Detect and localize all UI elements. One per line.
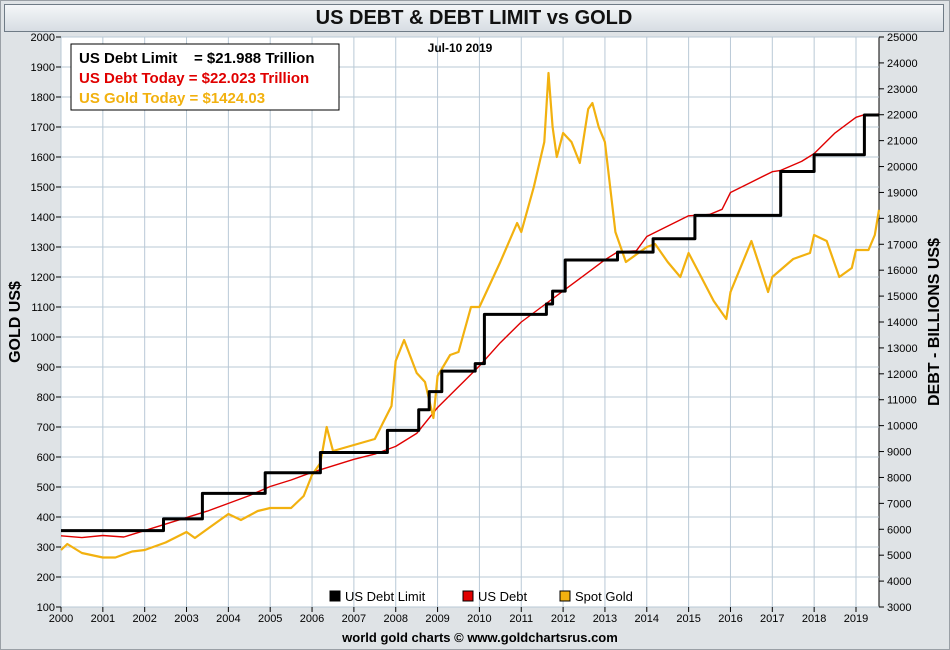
info-debt-today: US Debt Today = $22.023 Trillion [79, 70, 309, 87]
x-tick-label: 2014 [635, 613, 659, 625]
x-tick-label: 2004 [216, 613, 240, 625]
x-tick-label: 2000 [49, 613, 73, 625]
y-left-tick-label: 500 [37, 482, 55, 494]
y-left-tick-label: 1900 [31, 62, 55, 74]
plot-area [60, 36, 880, 608]
x-tick-label: 2018 [802, 613, 826, 625]
x-tick-label: 2017 [760, 613, 784, 625]
legend: US Debt Limit US Debt Spot Gold [329, 589, 633, 604]
y-left-tick-label: 1100 [31, 302, 55, 314]
y-right-tick-label: 8000 [887, 472, 911, 484]
x-tick-label: 2010 [467, 613, 491, 625]
legend-swatch-debt-limit [329, 590, 341, 602]
date-label: Jul-10 2019 [428, 41, 493, 55]
y-right-tick-label: 17000 [887, 239, 918, 251]
y-right-tick-label: 19000 [887, 187, 918, 199]
y-left-tick-label: 1700 [31, 122, 55, 134]
y-left-tick-label: 1800 [31, 92, 55, 104]
y-right-tick-label: 21000 [887, 136, 918, 148]
info-debt-limit: US Debt Limit = $21.988 Trillion [79, 50, 315, 67]
y-left-tick-label: 100 [37, 602, 55, 614]
y-left-tick-label: 1600 [31, 152, 55, 164]
y-right-tick-label: 7000 [887, 498, 911, 510]
x-tick-label: 2011 [509, 613, 533, 625]
y-axis-right: 3000 4000 5000 6000 7000 8000 9000 10000 11000 12… [879, 32, 918, 614]
y-right-tick-label: 12000 [887, 369, 918, 381]
y-right-tick-label: 20000 [887, 162, 918, 174]
footer-credit: world gold charts © www.goldchartsrus.co… [341, 630, 618, 645]
grid-layer [60, 36, 879, 608]
y-right-tick-label: 23000 [887, 84, 918, 96]
x-tick-label: 2019 [844, 613, 868, 625]
y-left-tick-label: 1000 [31, 332, 55, 344]
x-axis: 2000 2001 2002 2003 2004 2005 2006 2007 2008 2009… [49, 607, 868, 625]
y-right-tick-label: 24000 [887, 58, 918, 70]
x-tick-label: 2005 [258, 613, 282, 625]
legend-swatch-gold [559, 590, 571, 602]
y-right-tick-label: 11000 [887, 395, 917, 407]
x-tick-label: 2003 [174, 613, 198, 625]
x-tick-label: 2013 [593, 613, 617, 625]
y-axis-left: 100 200 300 400 500 600 700 800 900 1000 1100 1200 1… [31, 32, 61, 614]
x-tick-label: 2009 [425, 613, 449, 625]
y-left-tick-label: 1500 [31, 182, 55, 194]
y-right-tick-label: 6000 [887, 524, 911, 536]
y-left-tick-label: 1300 [31, 242, 55, 254]
legend-swatch-debt [462, 590, 474, 602]
y-left-tick-label: 300 [37, 542, 55, 554]
info-box-frame [70, 43, 340, 111]
y-right-tick-label: 13000 [887, 343, 918, 355]
x-tick-label: 2016 [718, 613, 742, 625]
info-box: US Debt Limit = $21.988 Trillion US Debt… [70, 43, 340, 111]
y-left-tick-label: 200 [37, 572, 55, 584]
series-debt-limit [61, 113, 879, 533]
x-tick-label: 2002 [132, 613, 156, 625]
y-axis-left-title: GOLD US$ [7, 281, 24, 363]
y-right-tick-label: 3000 [887, 602, 911, 614]
y-right-tick-label: 16000 [887, 265, 918, 277]
y-right-tick-label: 15000 [887, 291, 918, 303]
series-layer [60, 71, 881, 559]
series-spot-gold [60, 71, 881, 559]
y-left-tick-label: 600 [37, 452, 55, 464]
y-right-tick-label: 4000 [887, 576, 911, 588]
y-left-tick-label: 1400 [31, 212, 55, 224]
y-left-tick-label: 2000 [31, 32, 55, 44]
series-us-debt [60, 113, 880, 539]
x-tick-label: 2015 [676, 613, 700, 625]
y-left-tick-label: 1200 [31, 272, 55, 284]
y-right-tick-label: 22000 [887, 110, 918, 122]
x-tick-label: 2001 [91, 613, 115, 625]
y-left-tick-label: 800 [37, 392, 55, 404]
x-tick-label: 2008 [383, 613, 407, 625]
legend-label-debt: US Debt [478, 589, 528, 604]
y-left-tick-label: 400 [37, 512, 55, 524]
info-gold-today: US Gold Today = $1424.03 [79, 90, 265, 107]
x-tick-label: 2012 [551, 613, 575, 625]
y-left-tick-label: 700 [37, 422, 55, 434]
chart-title: US DEBT & DEBT LIMIT vs GOLD [4, 4, 944, 32]
y-left-tick-label: 900 [37, 362, 55, 374]
legend-label-gold: Spot Gold [575, 589, 633, 604]
y-right-tick-label: 5000 [887, 550, 911, 562]
y-right-tick-label: 25000 [887, 32, 918, 44]
y-right-tick-label: 10000 [887, 421, 918, 433]
y-axis-right-title: DEBT - BILLIONS US$ [926, 238, 943, 406]
y-right-tick-label: 18000 [887, 213, 918, 225]
x-tick-label: 2006 [300, 613, 324, 625]
y-right-tick-label: 9000 [887, 447, 911, 459]
legend-label-debt-limit: US Debt Limit [345, 589, 426, 604]
y-right-tick-label: 14000 [887, 317, 918, 329]
x-tick-label: 2007 [342, 613, 366, 625]
